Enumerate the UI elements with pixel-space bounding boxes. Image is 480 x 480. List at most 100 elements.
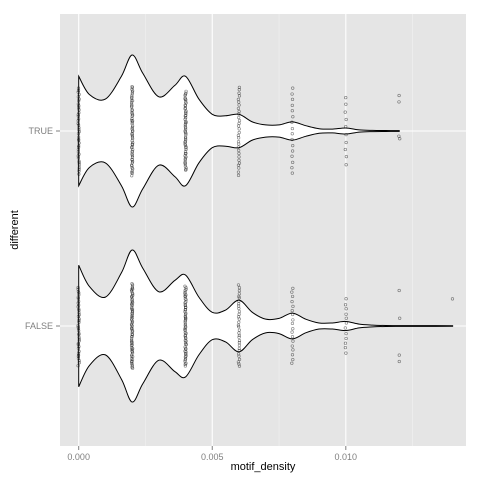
data-point xyxy=(237,357,242,361)
data-point xyxy=(291,339,295,343)
data-point xyxy=(130,342,134,346)
data-point xyxy=(183,297,187,301)
data-point xyxy=(237,288,242,293)
data-point xyxy=(343,341,348,345)
data-point xyxy=(450,297,455,301)
data-point xyxy=(237,325,241,329)
data-point xyxy=(77,337,81,341)
data-point xyxy=(77,97,81,101)
data-point xyxy=(77,320,81,324)
data-point xyxy=(237,155,241,159)
data-point xyxy=(291,86,295,90)
data-point xyxy=(291,312,295,317)
data-point xyxy=(290,330,294,334)
data-point xyxy=(236,106,241,111)
data-point xyxy=(236,124,241,128)
data-point xyxy=(236,283,241,287)
data-point xyxy=(183,156,187,161)
data-point xyxy=(237,88,241,92)
data-point xyxy=(183,328,187,332)
y-tick-label: TRUE xyxy=(29,126,54,136)
data-point xyxy=(76,86,81,90)
data-point xyxy=(131,141,135,145)
data-point xyxy=(77,299,81,303)
data-point xyxy=(77,311,81,315)
data-point xyxy=(77,313,81,317)
data-point xyxy=(76,156,81,160)
data-point xyxy=(237,346,241,351)
data-point xyxy=(290,321,295,326)
data-point xyxy=(344,297,348,301)
data-point xyxy=(237,362,241,366)
data-point xyxy=(77,359,81,363)
data-point xyxy=(184,89,188,93)
data-point xyxy=(183,140,187,144)
data-point xyxy=(344,316,348,320)
data-point xyxy=(130,87,134,91)
data-point xyxy=(183,364,187,368)
data-point xyxy=(130,143,135,147)
data-point xyxy=(130,159,135,164)
data-point xyxy=(130,338,134,343)
data-point xyxy=(184,113,188,118)
data-point xyxy=(397,93,401,98)
data-point xyxy=(291,286,295,290)
data-point xyxy=(237,130,241,135)
data-point xyxy=(183,158,187,162)
data-point xyxy=(183,288,187,293)
data-point xyxy=(76,106,81,110)
data-point xyxy=(237,127,241,131)
data-point xyxy=(77,161,81,165)
data-point xyxy=(237,338,242,343)
data-point xyxy=(183,303,187,308)
data-point xyxy=(77,99,81,103)
data-point xyxy=(183,104,187,108)
data-point xyxy=(76,324,80,328)
data-point xyxy=(344,351,348,355)
data-point xyxy=(291,144,295,148)
data-point xyxy=(344,336,348,341)
data-point xyxy=(397,359,401,364)
data-point xyxy=(130,305,134,310)
data-point xyxy=(290,103,294,107)
data-point xyxy=(343,110,347,114)
data-point xyxy=(344,163,348,167)
data-point xyxy=(237,103,241,107)
data-point xyxy=(290,154,294,158)
data-point xyxy=(290,92,294,96)
data-point xyxy=(344,102,348,106)
data-point xyxy=(290,109,294,113)
data-point xyxy=(130,350,134,354)
data-point xyxy=(130,164,134,168)
data-point xyxy=(236,145,241,149)
data-point xyxy=(130,85,135,90)
data-point xyxy=(237,335,241,339)
data-point xyxy=(237,320,241,324)
data-point xyxy=(184,126,188,130)
data-point xyxy=(130,333,135,337)
data-point xyxy=(343,346,347,350)
data-point xyxy=(237,306,241,311)
data-point xyxy=(291,327,295,331)
data-point xyxy=(77,361,81,365)
data-point xyxy=(130,90,134,94)
data-point xyxy=(237,158,241,162)
data-point xyxy=(344,321,348,325)
data-point xyxy=(77,349,81,353)
data-point xyxy=(130,153,135,158)
data-point xyxy=(129,295,134,299)
data-point xyxy=(131,89,135,93)
data-point xyxy=(76,327,81,331)
violin-false xyxy=(78,249,454,403)
data-point xyxy=(76,325,80,329)
data-point xyxy=(183,295,188,299)
data-point xyxy=(130,92,134,96)
data-point xyxy=(183,114,187,118)
data-point xyxy=(130,289,134,293)
data-point xyxy=(77,172,81,176)
data-point xyxy=(77,317,81,321)
data-point xyxy=(237,343,242,347)
data-point xyxy=(183,152,188,156)
data-point xyxy=(237,94,242,98)
data-point xyxy=(77,111,81,115)
